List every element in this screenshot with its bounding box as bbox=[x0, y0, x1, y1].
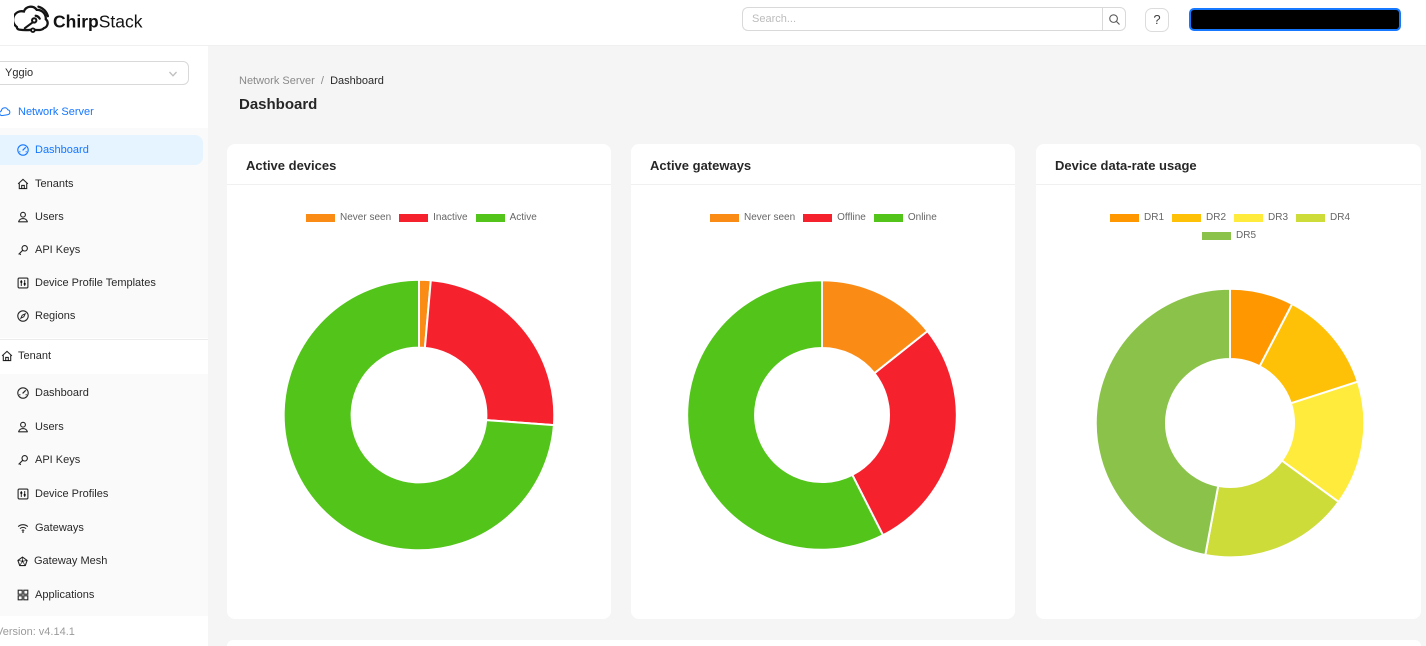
svg-text:ChirpStack: ChirpStack bbox=[53, 12, 143, 32]
